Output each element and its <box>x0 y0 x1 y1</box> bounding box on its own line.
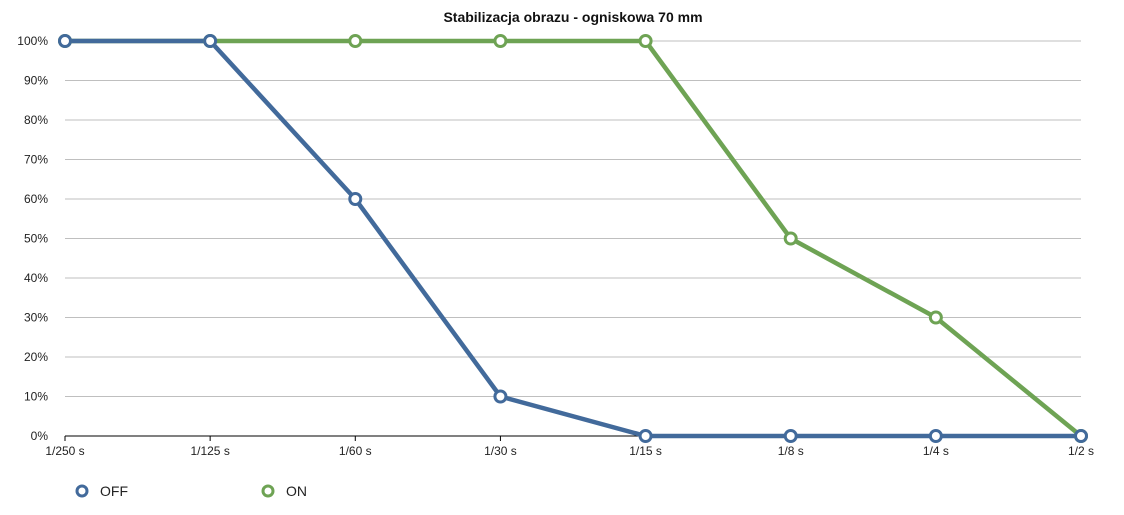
data-point-on <box>638 34 653 48</box>
data-point-on <box>783 231 798 246</box>
y-tick-label: 60% <box>24 192 48 206</box>
axes: 0% 10% 20% 30% 40% 50% 60% 70% 80% 90% 100% 1/250 s… <box>17 34 1094 458</box>
x-tick-label: 1/125 s <box>190 444 229 458</box>
y-tick-label: 90% <box>24 74 48 88</box>
y-tick-label: 30% <box>24 311 48 325</box>
x-tick-label: 1/30 s <box>484 444 517 458</box>
x-tick-label: 1/60 s <box>339 444 372 458</box>
series-line-on <box>62 38 1084 439</box>
legend-marker-off <box>75 484 89 498</box>
x-tick-label: 1/4 s <box>923 444 949 458</box>
data-point-off <box>783 429 798 443</box>
data-point-off <box>928 429 943 443</box>
legend-label-on: ON <box>286 483 307 499</box>
y-tick-label: 50% <box>24 232 48 246</box>
legend-item-on: ON <box>261 483 307 499</box>
data-point-on <box>493 34 508 48</box>
data-point-off <box>58 34 72 48</box>
legend-marker-on <box>261 484 275 498</box>
data-point-off <box>348 192 363 206</box>
y-tick-label: 80% <box>24 113 48 127</box>
legend-item-off: OFF <box>75 483 128 499</box>
data-point-off <box>638 429 653 443</box>
series-lines <box>62 38 1084 439</box>
y-tick-label: 70% <box>24 153 48 167</box>
data-point-off <box>493 389 508 404</box>
x-tick-label: 1/15 s <box>629 444 662 458</box>
y-tick-label: 10% <box>24 390 48 404</box>
data-point-off <box>1074 429 1088 443</box>
y-tick-label: 20% <box>24 350 48 364</box>
gridlines <box>65 40 1081 397</box>
data-point-on <box>928 310 943 325</box>
y-tick-label: 100% <box>17 34 48 48</box>
x-tick-label: 1/2 s <box>1068 444 1094 458</box>
y-tick-label: 0% <box>31 429 49 443</box>
y-tick-label: 40% <box>24 271 48 285</box>
legend-label-off: OFF <box>100 483 128 499</box>
x-tick-label: 1/250 s <box>45 444 84 458</box>
data-point-on <box>348 34 363 48</box>
x-tick-label: 1/8 s <box>778 444 804 458</box>
series-markers <box>58 34 1088 443</box>
data-point-off <box>203 34 218 48</box>
chart-title: Stabilizacja obrazu - ogniskowa 70 mm <box>443 9 702 25</box>
legend: OFF ON <box>75 483 307 499</box>
series-line-off <box>62 38 1084 439</box>
